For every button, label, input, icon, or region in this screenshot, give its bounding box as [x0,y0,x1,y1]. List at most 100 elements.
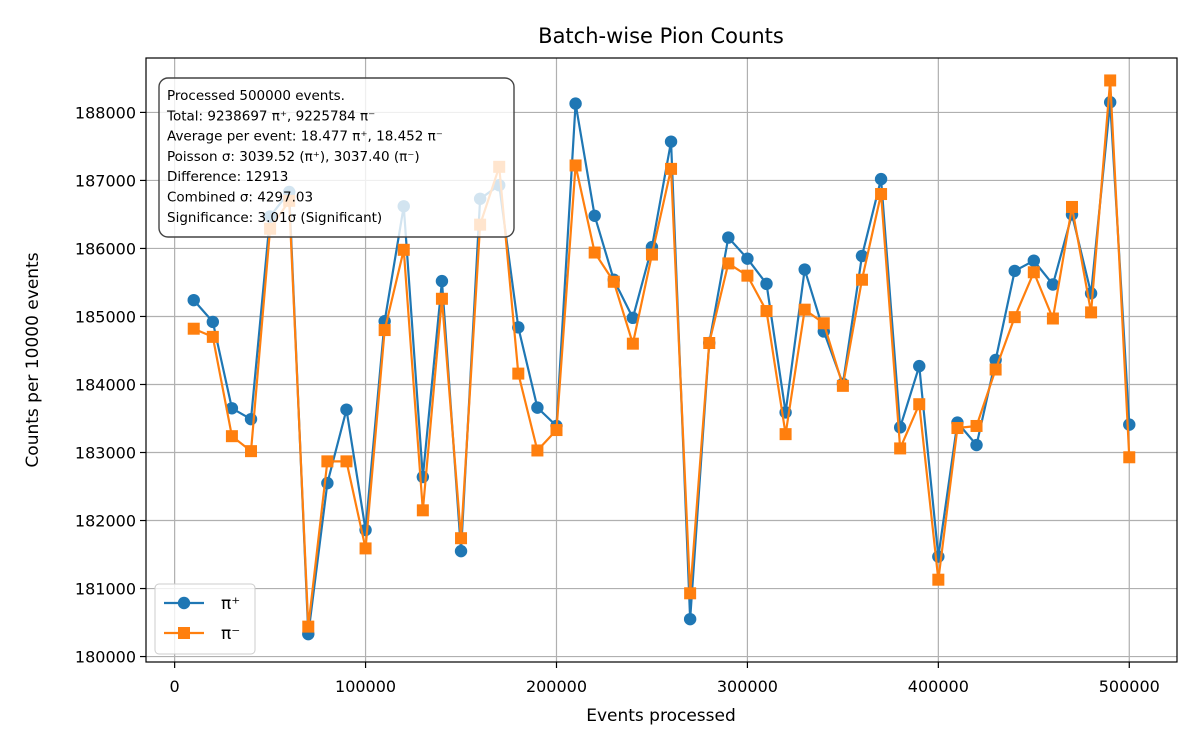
legend-entry: π⁻ [164,624,240,644]
stats-annotation: Processed 500000 events. Total: 9238697 π… [158,77,515,238]
data-point [245,445,258,458]
data-point [760,305,773,318]
data-point [741,252,754,265]
annotation-line: Poisson σ: 3039.52 (π⁺), 3037.40 (π⁻) [167,149,420,165]
data-point [875,188,888,201]
data-point [1123,418,1136,431]
data-point [435,274,449,288]
y-tick-label: 187000 [75,171,136,190]
data-point [645,248,658,261]
data-point [836,379,849,392]
data-point [187,293,200,307]
data-point [1027,266,1040,279]
data-point [798,303,811,316]
legend-label: π⁻ [221,624,240,644]
data-point [206,330,219,343]
y-tick-label: 182000 [75,512,136,531]
data-point [435,292,448,305]
data-point [187,322,200,335]
y-tick-label: 185000 [75,307,136,326]
data-point [378,324,391,337]
data-point [359,542,372,555]
data-point [951,422,964,435]
legend: π⁺ π⁻ [154,583,256,655]
series-2 [187,74,1136,633]
data-point [1008,264,1021,278]
plot-frame [145,57,1178,663]
data-point [1104,74,1117,87]
annotation-line: Total: 9238697 π⁺, 9225784 π⁻ [166,108,375,124]
annotation-line: Significance: 3.01σ (Significant) [167,210,382,226]
x-axis-label: Events processed [586,706,736,726]
data-point [512,367,525,380]
data-point [1027,254,1041,267]
data-point [874,172,888,186]
data-point [569,97,582,110]
data-point [569,159,582,172]
data-point [455,532,468,545]
data-point [760,277,773,291]
data-point [779,428,792,441]
axis-ticks: 0 100000 200000 300000 400000 500000 180000 181… [75,103,1160,696]
y-tick-label: 181000 [75,580,136,599]
data-point [225,402,239,415]
data-point [321,455,334,468]
data-point [684,587,697,600]
data-point [722,231,735,244]
y-tick-label: 186000 [75,239,136,258]
data-point [225,430,238,443]
data-point [989,363,1002,376]
data-point [894,442,907,455]
x-tick-label: 500000 [1099,677,1160,696]
data-point [588,209,601,223]
y-axis-label: Counts per 10000 events [23,252,43,467]
x-tick-label: 200000 [526,677,587,696]
annotation-line: Combined σ: 4297.03 [167,190,313,206]
data-point [1008,311,1021,324]
data-point [340,403,353,416]
y-tick-label: 184000 [75,375,136,394]
data-point [454,544,468,558]
data-point [1046,278,1060,291]
annotation-line: Processed 500000 events. [167,88,345,104]
data-point [855,249,869,263]
data-point [244,412,258,426]
x-tick-label: 300000 [717,677,778,696]
series-layer [187,74,1136,641]
data-point [817,317,830,330]
data-point [1123,451,1136,464]
data-point [626,311,640,325]
data-point [683,612,697,626]
legend-entry: π⁺ [164,594,240,614]
data-point [970,438,983,452]
data-point [665,162,678,175]
data-point [531,444,544,457]
data-point [397,243,410,256]
x-tick-label: 0 [170,677,180,696]
x-tick-label: 400000 [908,677,969,696]
data-point [302,620,315,633]
data-point [321,476,334,490]
grid-lines [146,58,1177,662]
data-point [893,421,907,434]
y-tick-label: 183000 [75,444,136,463]
x-tick-label: 100000 [335,677,396,696]
data-point [626,337,639,350]
data-point [798,263,811,276]
data-point [913,398,926,411]
data-point [550,424,563,437]
data-point [664,135,678,148]
y-tick-label: 188000 [75,103,136,122]
annotation-line: Difference: 12913 [167,169,288,185]
data-point [340,455,353,468]
y-tick-label: 180000 [75,648,136,667]
data-point [206,315,220,329]
data-point [1046,312,1059,325]
data-point [932,573,945,586]
annotation-line: Average per event: 18.477 π⁺, 18.452 π⁻ [167,129,443,145]
annotation-box [158,77,515,238]
data-point [855,273,868,286]
data-point [607,275,620,288]
data-point [970,419,983,432]
